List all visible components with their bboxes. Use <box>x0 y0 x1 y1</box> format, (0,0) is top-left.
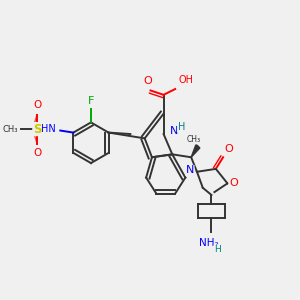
Text: N: N <box>186 165 194 175</box>
Text: S: S <box>33 123 41 136</box>
Text: O: O <box>33 148 41 158</box>
Text: NH₂: NH₂ <box>199 238 218 248</box>
Text: O: O <box>225 144 233 154</box>
Text: O: O <box>229 178 238 188</box>
Polygon shape <box>191 144 200 157</box>
Text: H: H <box>214 245 221 254</box>
Text: F: F <box>88 96 94 106</box>
Text: O: O <box>33 100 41 110</box>
Text: OH: OH <box>178 75 193 85</box>
Text: CH₃: CH₃ <box>187 135 201 144</box>
Text: O: O <box>143 76 152 85</box>
Text: N: N <box>170 126 178 136</box>
Text: HN: HN <box>41 124 56 134</box>
Text: H: H <box>178 122 185 132</box>
Text: CH₃: CH₃ <box>3 124 18 134</box>
